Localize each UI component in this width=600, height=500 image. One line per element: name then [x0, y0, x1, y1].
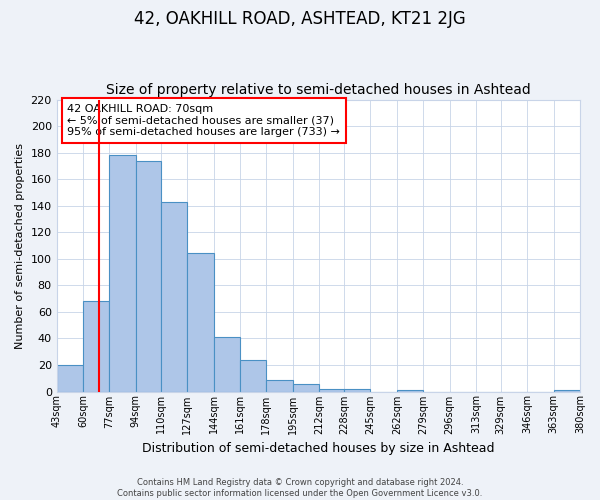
- Bar: [293, 384, 319, 392]
- Bar: [554, 390, 580, 392]
- Text: Contains HM Land Registry data © Crown copyright and database right 2024.
Contai: Contains HM Land Registry data © Crown c…: [118, 478, 482, 498]
- Bar: [109, 156, 136, 392]
- Bar: [397, 390, 423, 392]
- Bar: [266, 380, 293, 392]
- X-axis label: Distribution of semi-detached houses by size in Ashtead: Distribution of semi-detached houses by …: [142, 442, 494, 455]
- Bar: [161, 202, 187, 392]
- Bar: [56, 365, 83, 392]
- Bar: [240, 360, 266, 392]
- Bar: [83, 302, 109, 392]
- Bar: [344, 389, 370, 392]
- Bar: [214, 337, 240, 392]
- Text: 42, OAKHILL ROAD, ASHTEAD, KT21 2JG: 42, OAKHILL ROAD, ASHTEAD, KT21 2JG: [134, 10, 466, 28]
- Bar: [319, 389, 344, 392]
- Title: Size of property relative to semi-detached houses in Ashtead: Size of property relative to semi-detach…: [106, 83, 531, 97]
- Bar: [187, 254, 214, 392]
- Bar: [136, 160, 161, 392]
- Y-axis label: Number of semi-detached properties: Number of semi-detached properties: [15, 142, 25, 348]
- Text: 42 OAKHILL ROAD: 70sqm
← 5% of semi-detached houses are smaller (37)
95% of semi: 42 OAKHILL ROAD: 70sqm ← 5% of semi-deta…: [67, 104, 340, 137]
